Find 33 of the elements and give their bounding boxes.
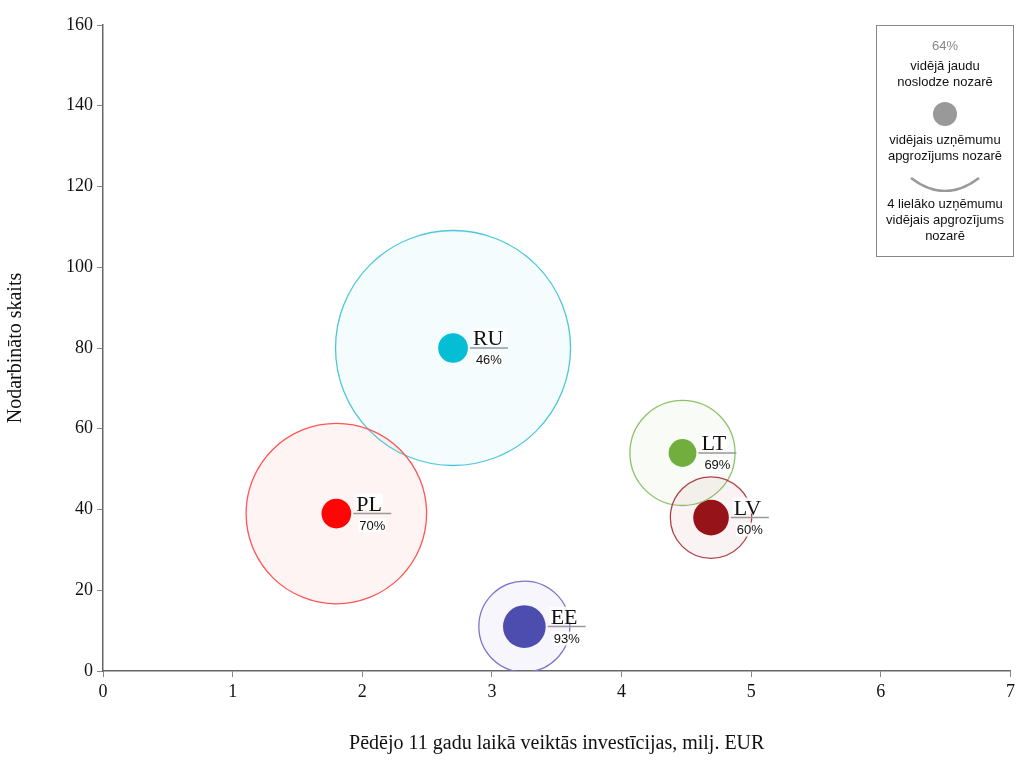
y-tick-label: 0 <box>84 659 93 680</box>
annotation: 64% <box>931 38 959 54</box>
y-tick-label: 140 <box>66 94 93 115</box>
x-tick-label: 6 <box>876 680 886 701</box>
x-tick-label: 0 <box>98 680 108 701</box>
y-tick-label: 100 <box>66 255 93 276</box>
annotation: 46% <box>475 352 503 368</box>
y-tick-label: 80 <box>75 336 93 357</box>
annotation: 70% <box>359 517 386 533</box>
annotation: PL <box>356 490 382 516</box>
y-axis-title: Nodarbināto skaits <box>3 272 26 424</box>
annotation: 93% <box>553 630 581 646</box>
y-tick-label: 20 <box>75 578 93 599</box>
annotation: EE <box>550 603 578 629</box>
x-tick-label: 5 <box>746 680 756 701</box>
x-tick-label: 3 <box>487 680 497 701</box>
x-tick-label: 1 <box>228 680 238 701</box>
y-tick-label: 40 <box>75 498 93 519</box>
x-tick-label: 2 <box>357 680 367 701</box>
annotation: LV <box>733 494 762 520</box>
x-tick-label: 7 <box>1006 680 1015 701</box>
text: 4 lielāko uzņēmumu vidējais apgrozījums nozarē <box>885 196 1005 244</box>
annotation: LT <box>701 429 727 455</box>
annotation: 69% <box>704 457 731 473</box>
x-axis-title: Pēdējo 11 gadu laikā veiktās investīcijas, milj. EUR <box>349 731 766 755</box>
y-tick-label: 160 <box>66 13 93 34</box>
y-tick-label: 60 <box>75 417 93 438</box>
annotation: RU <box>472 325 504 350</box>
x-tick-label: 4 <box>617 680 627 701</box>
text: vidējais uzņēmumu apgrozījums nozarē <box>886 132 1004 164</box>
y-tick-label: 120 <box>66 175 93 196</box>
annotation: 60% <box>736 521 764 537</box>
annotation: vidējā jaudu noslodze nozarē <box>896 58 994 90</box>
